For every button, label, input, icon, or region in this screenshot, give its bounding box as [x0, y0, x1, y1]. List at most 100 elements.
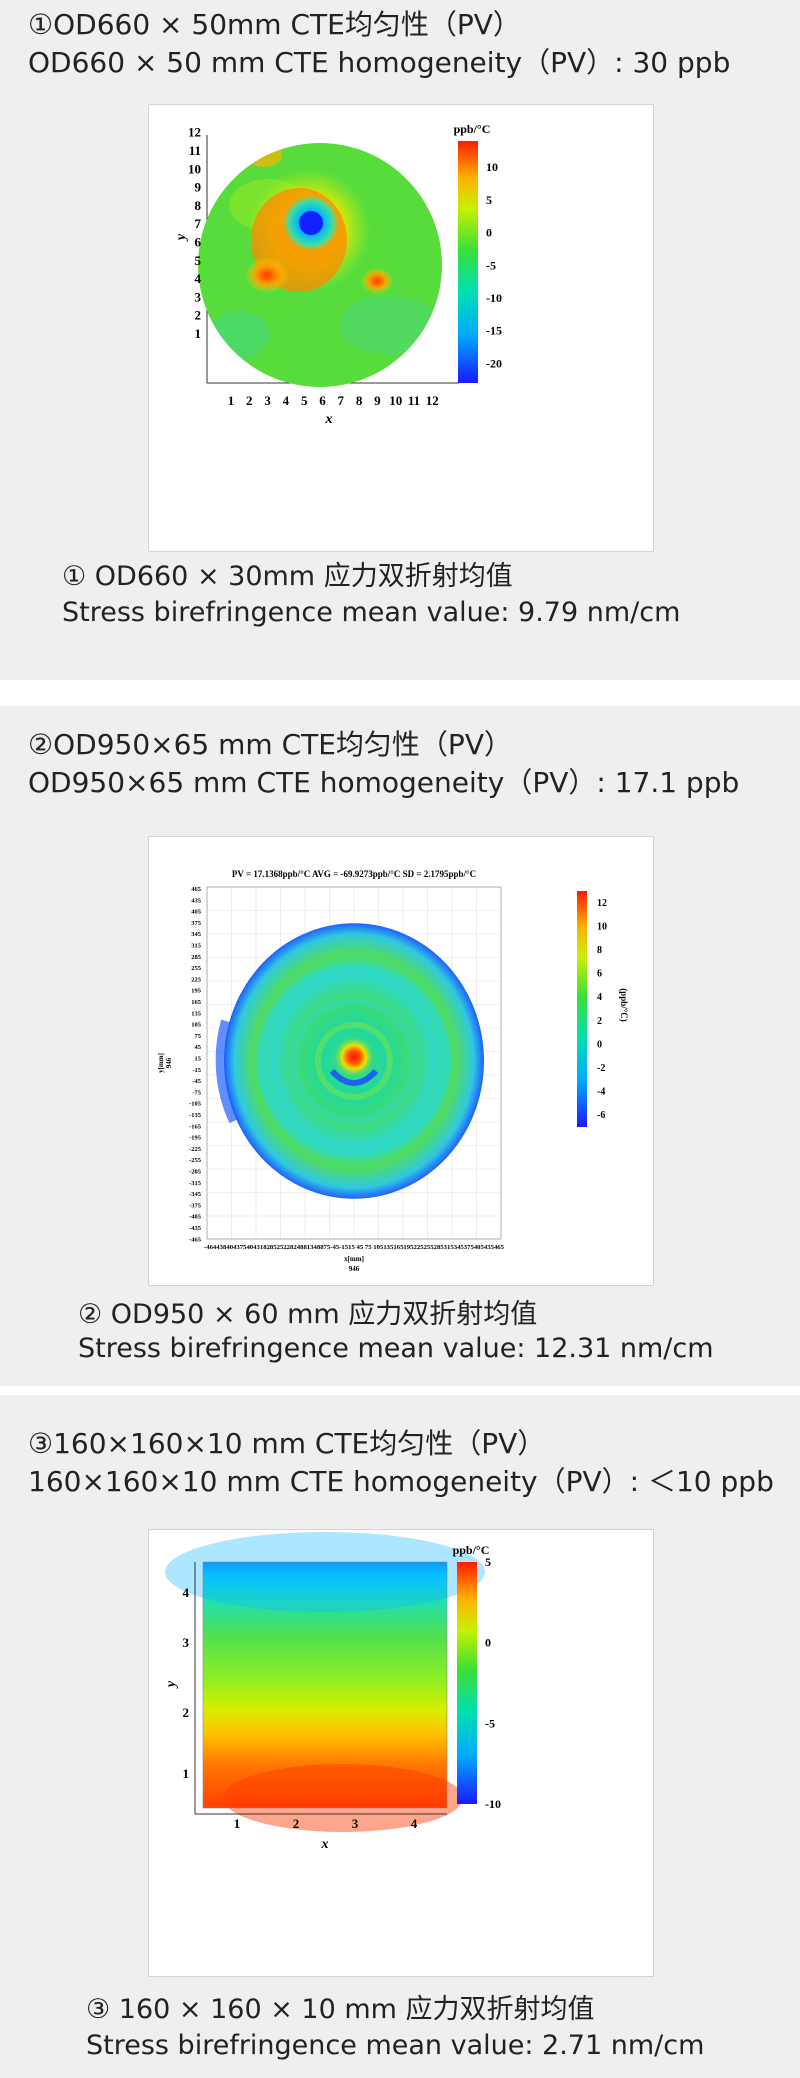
map-1-y-tick-label: 2 — [195, 308, 202, 323]
map-1-y-tick-label: 5 — [195, 253, 202, 268]
section-3: ③160×160×10 mm CTE均匀性（PV） 160×160×10 mm … — [0, 1395, 800, 2078]
map-3-colorbar-tick: -10 — [485, 1797, 501, 1811]
map-2-y-tick-label: 15 — [195, 1056, 202, 1063]
section-3-title-cn: ③160×160×10 mm CTE均匀性（PV） — [28, 1427, 546, 1460]
cte-map-3: 1 2 3 4 1 2 3 4 x y ppb/°C 5 0 -5 -10 — [148, 1529, 654, 1977]
map-1-x-tick-label: 9 — [374, 393, 381, 408]
cte-map-1-svg: 1 2 3 4 5 6 7 8 9 10 11 12123456789101112xyppb/°C10… — [174, 122, 502, 427]
cte-map-2-svg: PV = 17.1368ppb/°C AVG = -69.9273ppb/°C … — [157, 869, 629, 1273]
map-2-title: PV = 17.1368ppb/°C AVG = -69.9273ppb/°C … — [232, 869, 476, 879]
map-1-y-tick-label: 1 — [195, 326, 202, 341]
map-2-ring — [315, 1022, 393, 1100]
map-1-x-tick-label: 5 — [301, 393, 308, 408]
map-1-colorbar-tick: -15 — [486, 324, 502, 338]
map-2-y-tick-label: -255 — [189, 1157, 202, 1164]
section-2-caption-cn: ② OD950 × 60 mm 应力双折射均值 — [78, 1299, 538, 1330]
map-2-colorbar-tick: 2 — [597, 1016, 602, 1027]
map-3-frame — [202, 1561, 448, 1809]
map-1-colorbar-tick: 5 — [486, 193, 492, 207]
map-2-y-tick-label: -45 — [192, 1078, 201, 1085]
section-2-title-en: OD950×65 mm CTE homogeneity（PV）: 17.1 pp… — [28, 766, 740, 799]
map-2-ring — [257, 964, 451, 1158]
map-2-y-tick-label: 435 — [191, 897, 202, 904]
map-1-hotspot — [246, 143, 282, 167]
map-2-x-tick-labels: -4644384043754043182852522824881348875-4… — [204, 1244, 505, 1251]
map-2-edge — [215, 1019, 239, 1124]
map-2-y-tick-label: -165 — [189, 1123, 202, 1130]
map-2-colorbar-tick: 4 — [597, 992, 602, 1003]
map-3-x-tick-label: 3 — [352, 1816, 359, 1831]
cte-map-2: PV = 17.1368ppb/°C AVG = -69.9273ppb/°C … — [148, 836, 654, 1286]
map-1-colorbar-tick: -10 — [486, 291, 502, 305]
map-1-x-tick-label: 6 — [319, 393, 326, 408]
map-2-y-tick-label: -345 — [189, 1191, 202, 1198]
map-2-colorbar-tick: 0 — [597, 1039, 602, 1050]
map-2-hotspot — [334, 1037, 374, 1077]
map-1-x-tick-label: 3 — [264, 393, 271, 408]
map-1-colorbar-tick: 10 — [486, 160, 498, 174]
map-3-x-tick-label: 1 — [234, 1816, 241, 1831]
map-2-y-tick-label: -435 — [189, 1225, 202, 1232]
map-2-colorbar-tick: -4 — [597, 1087, 605, 1098]
map-3-bottom-band — [223, 1764, 463, 1832]
section-2: ②OD950×65 mm CTE均匀性（PV） OD950×65 mm CTE … — [0, 706, 800, 1386]
map-2-colorbar-tick: -6 — [597, 1110, 605, 1121]
map-2-ring — [290, 997, 418, 1125]
map-1-x-tick-label: 1 — [228, 393, 235, 408]
map-2-y-tick-label: 375 — [191, 920, 202, 927]
cte-map-2-plot: PV = 17.1368ppb/°C AVG = -69.9273ppb/°C … — [157, 869, 629, 1273]
map-2-y-tick-label: 225 — [191, 976, 202, 983]
map-2-y-tick-label: 135 — [191, 1010, 202, 1017]
map-2-y-tick-label: 405 — [191, 909, 202, 916]
map-1-y-tick-label: 6 — [195, 235, 202, 250]
map-1-colorbar-label: ppb/°C — [454, 122, 491, 136]
map-1-y-tick-label: 7 — [195, 216, 202, 231]
map-3-y-tick-label: 4 — [183, 1585, 190, 1600]
map-2-y-tick-label: -225 — [189, 1146, 202, 1153]
map-2-colorbar — [577, 891, 587, 1127]
map-1-x-tick-label: 11 — [408, 393, 420, 408]
map-3-colorbar-tick: 0 — [485, 1636, 491, 1650]
section-3-title-en: 160×160×10 mm CTE homogeneity（PV）: ＜10 p… — [28, 1465, 774, 1498]
map-2-y-tick-label: 345 — [191, 931, 202, 938]
map-2-y-tick-label: 45 — [195, 1044, 202, 1051]
map-2-colorbar-tick: 8 — [597, 945, 602, 956]
section-2-title-cn: ②OD950×65 mm CTE均匀性（PV） — [28, 728, 512, 761]
map-2-x-sublabel: 946 — [349, 1265, 360, 1273]
map-1-x-tick-label: 8 — [356, 393, 363, 408]
cte-map-1-plot: 1 2 3 4 5 6 7 8 9 10 11 12123456789101112xyppb/°C10… — [174, 122, 502, 427]
map-2-y-tick-label: -195 — [189, 1135, 202, 1142]
map-1-cold-core — [299, 211, 323, 235]
map-2-colorbar-tick: 10 — [597, 921, 607, 932]
map-2-y-tick-label: 165 — [191, 999, 202, 1006]
map-1-x-axis-label: x — [325, 412, 333, 427]
map-3-colorbar — [457, 1562, 477, 1804]
map-2-y-tick-label: 75 — [195, 1033, 202, 1040]
map-1-y-tick-label: 10 — [188, 161, 201, 176]
map-1-colorbar-tick: -5 — [486, 258, 496, 272]
map-3-colorbar-tick: 5 — [485, 1555, 491, 1569]
map-2-y-tick-label: 195 — [191, 988, 202, 995]
map-1-hotspot — [245, 257, 289, 293]
map-2-y-tick-label: -135 — [189, 1112, 202, 1119]
map-1-y-tick-label: 8 — [195, 198, 202, 213]
map-3-y-tick-label: 2 — [183, 1705, 190, 1720]
map-3-x-tick-label: 4 — [411, 1816, 418, 1831]
map-2-colorbar-tick: 12 — [597, 898, 607, 909]
map-1-features — [209, 143, 439, 359]
map-1-x-tick-label: 10 — [389, 393, 402, 408]
map-2-y-tick-label: -465 — [189, 1236, 202, 1243]
map-1-colorbar — [458, 141, 478, 383]
map-2-colorbar-tick: 6 — [597, 969, 602, 980]
map-2-y-tick-label: -405 — [189, 1214, 202, 1221]
map-2-y-tick-label: -285 — [189, 1169, 202, 1176]
map-1-colorbar-tick: 0 — [486, 226, 492, 240]
map-2-cold-crescent — [329, 1068, 379, 1086]
map-1-y-tick-label: 9 — [195, 180, 202, 195]
map-3-x-axis-label: x — [321, 1837, 329, 1852]
map-1-y-tick-label: 3 — [195, 289, 202, 304]
map-3-y-axis-label: y — [164, 1680, 179, 1689]
map-1-y-tick-label: 12 — [188, 125, 201, 140]
map-2-y-tick-label: 255 — [191, 965, 202, 972]
map-2-y-tick-label: -375 — [189, 1202, 202, 1209]
